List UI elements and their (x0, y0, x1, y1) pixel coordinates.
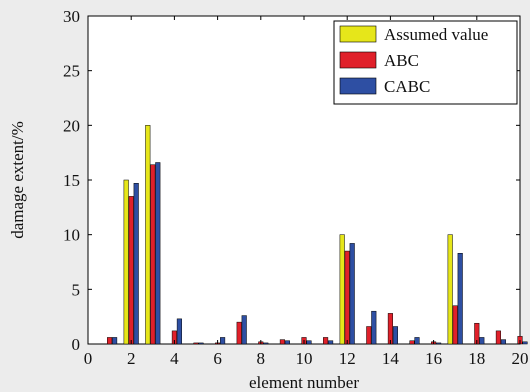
legend-swatch-assumed-value (339, 25, 377, 43)
bar-cabc-element-13 (371, 310, 377, 345)
bar-cabc-element-5 (198, 342, 204, 345)
bar-cabc-element-16 (436, 342, 442, 345)
y-tick-label-20: 20 (63, 116, 80, 135)
bar-assumed-value-element-3 (145, 125, 151, 345)
legend-swatch-abc (339, 51, 377, 69)
bar-cabc-element-19 (500, 339, 506, 345)
bar-abc-element-19 (495, 330, 501, 345)
legend: Assumed value ABC CABC (333, 20, 518, 105)
y-tick-label-25: 25 (63, 62, 80, 81)
bar-cabc-element-20 (522, 341, 528, 345)
y-axis-label: damage extent/% (8, 121, 27, 239)
bar-cabc-element-15 (414, 337, 420, 345)
x-tick-label-10: 10 (296, 349, 313, 368)
bar-cabc-element-12 (349, 243, 355, 345)
bar-abc-element-9 (279, 339, 285, 345)
x-tick-label-0: 0 (84, 349, 93, 368)
bar-abc-element-3 (150, 164, 156, 345)
bar-cabc-element-14 (392, 326, 398, 345)
bar-abc-element-15 (409, 340, 415, 345)
bar-cabc-element-8 (263, 342, 269, 345)
bar-abc-element-2 (128, 196, 134, 345)
bar-abc-element-12 (344, 250, 350, 345)
bar-assumed-value-element-17 (447, 234, 453, 345)
bar-cabc-element-18 (479, 337, 485, 345)
x-tick-label-12: 12 (339, 349, 356, 368)
ticks-group: 0 2 4 6 8 10 12 14 16 18 20 0 5 10 15 20 25 30 (63, 7, 529, 368)
x-tick-label-16: 16 (425, 349, 442, 368)
bar-assumed-value-element-12 (339, 234, 345, 345)
y-tick-label-10: 10 (63, 226, 80, 245)
x-tick-label-6: 6 (213, 349, 222, 368)
legend-label-cabc: CABC (384, 77, 430, 96)
x-tick-label-20: 20 (512, 349, 529, 368)
bar-cabc-element-9 (284, 340, 290, 345)
legend-swatch-cabc (339, 77, 377, 95)
x-axis-label: element number (249, 373, 359, 392)
legend-label-abc: ABC (384, 51, 419, 70)
bar-abc-element-1 (107, 337, 113, 345)
bar-cabc-element-10 (306, 340, 312, 345)
y-tick-label-0: 0 (72, 335, 81, 354)
bar-cabc-element-2 (133, 183, 139, 345)
bar-cabc-element-17 (457, 253, 463, 345)
bar-abc-element-11 (323, 337, 329, 345)
bar-abc-element-17 (452, 305, 458, 345)
bar-abc-element-7 (236, 321, 242, 345)
bar-assumed-value-element-2 (123, 179, 129, 345)
y-tick-label-5: 5 (72, 280, 81, 299)
y-tick-label-30: 30 (63, 7, 80, 26)
y-tick-label-15: 15 (63, 171, 80, 190)
bar-cabc-element-6 (220, 337, 226, 345)
bar-cabc-element-11 (328, 340, 334, 345)
bar-cabc-element-7 (241, 315, 247, 345)
legend-label-assumed-value: Assumed value (384, 25, 488, 44)
bar-cabc-element-4 (176, 318, 182, 345)
bar-abc-element-13 (366, 326, 372, 345)
x-tick-label-2: 2 (127, 349, 136, 368)
x-tick-label-8: 8 (257, 349, 266, 368)
bar-cabc-element-1 (112, 337, 118, 345)
x-tick-label-18: 18 (468, 349, 485, 368)
x-tick-label-14: 14 (382, 349, 400, 368)
x-tick-label-4: 4 (170, 349, 179, 368)
bar-cabc-element-3 (155, 162, 161, 345)
bar-abc-element-5 (193, 342, 199, 345)
bar-abc-element-14 (387, 313, 393, 345)
